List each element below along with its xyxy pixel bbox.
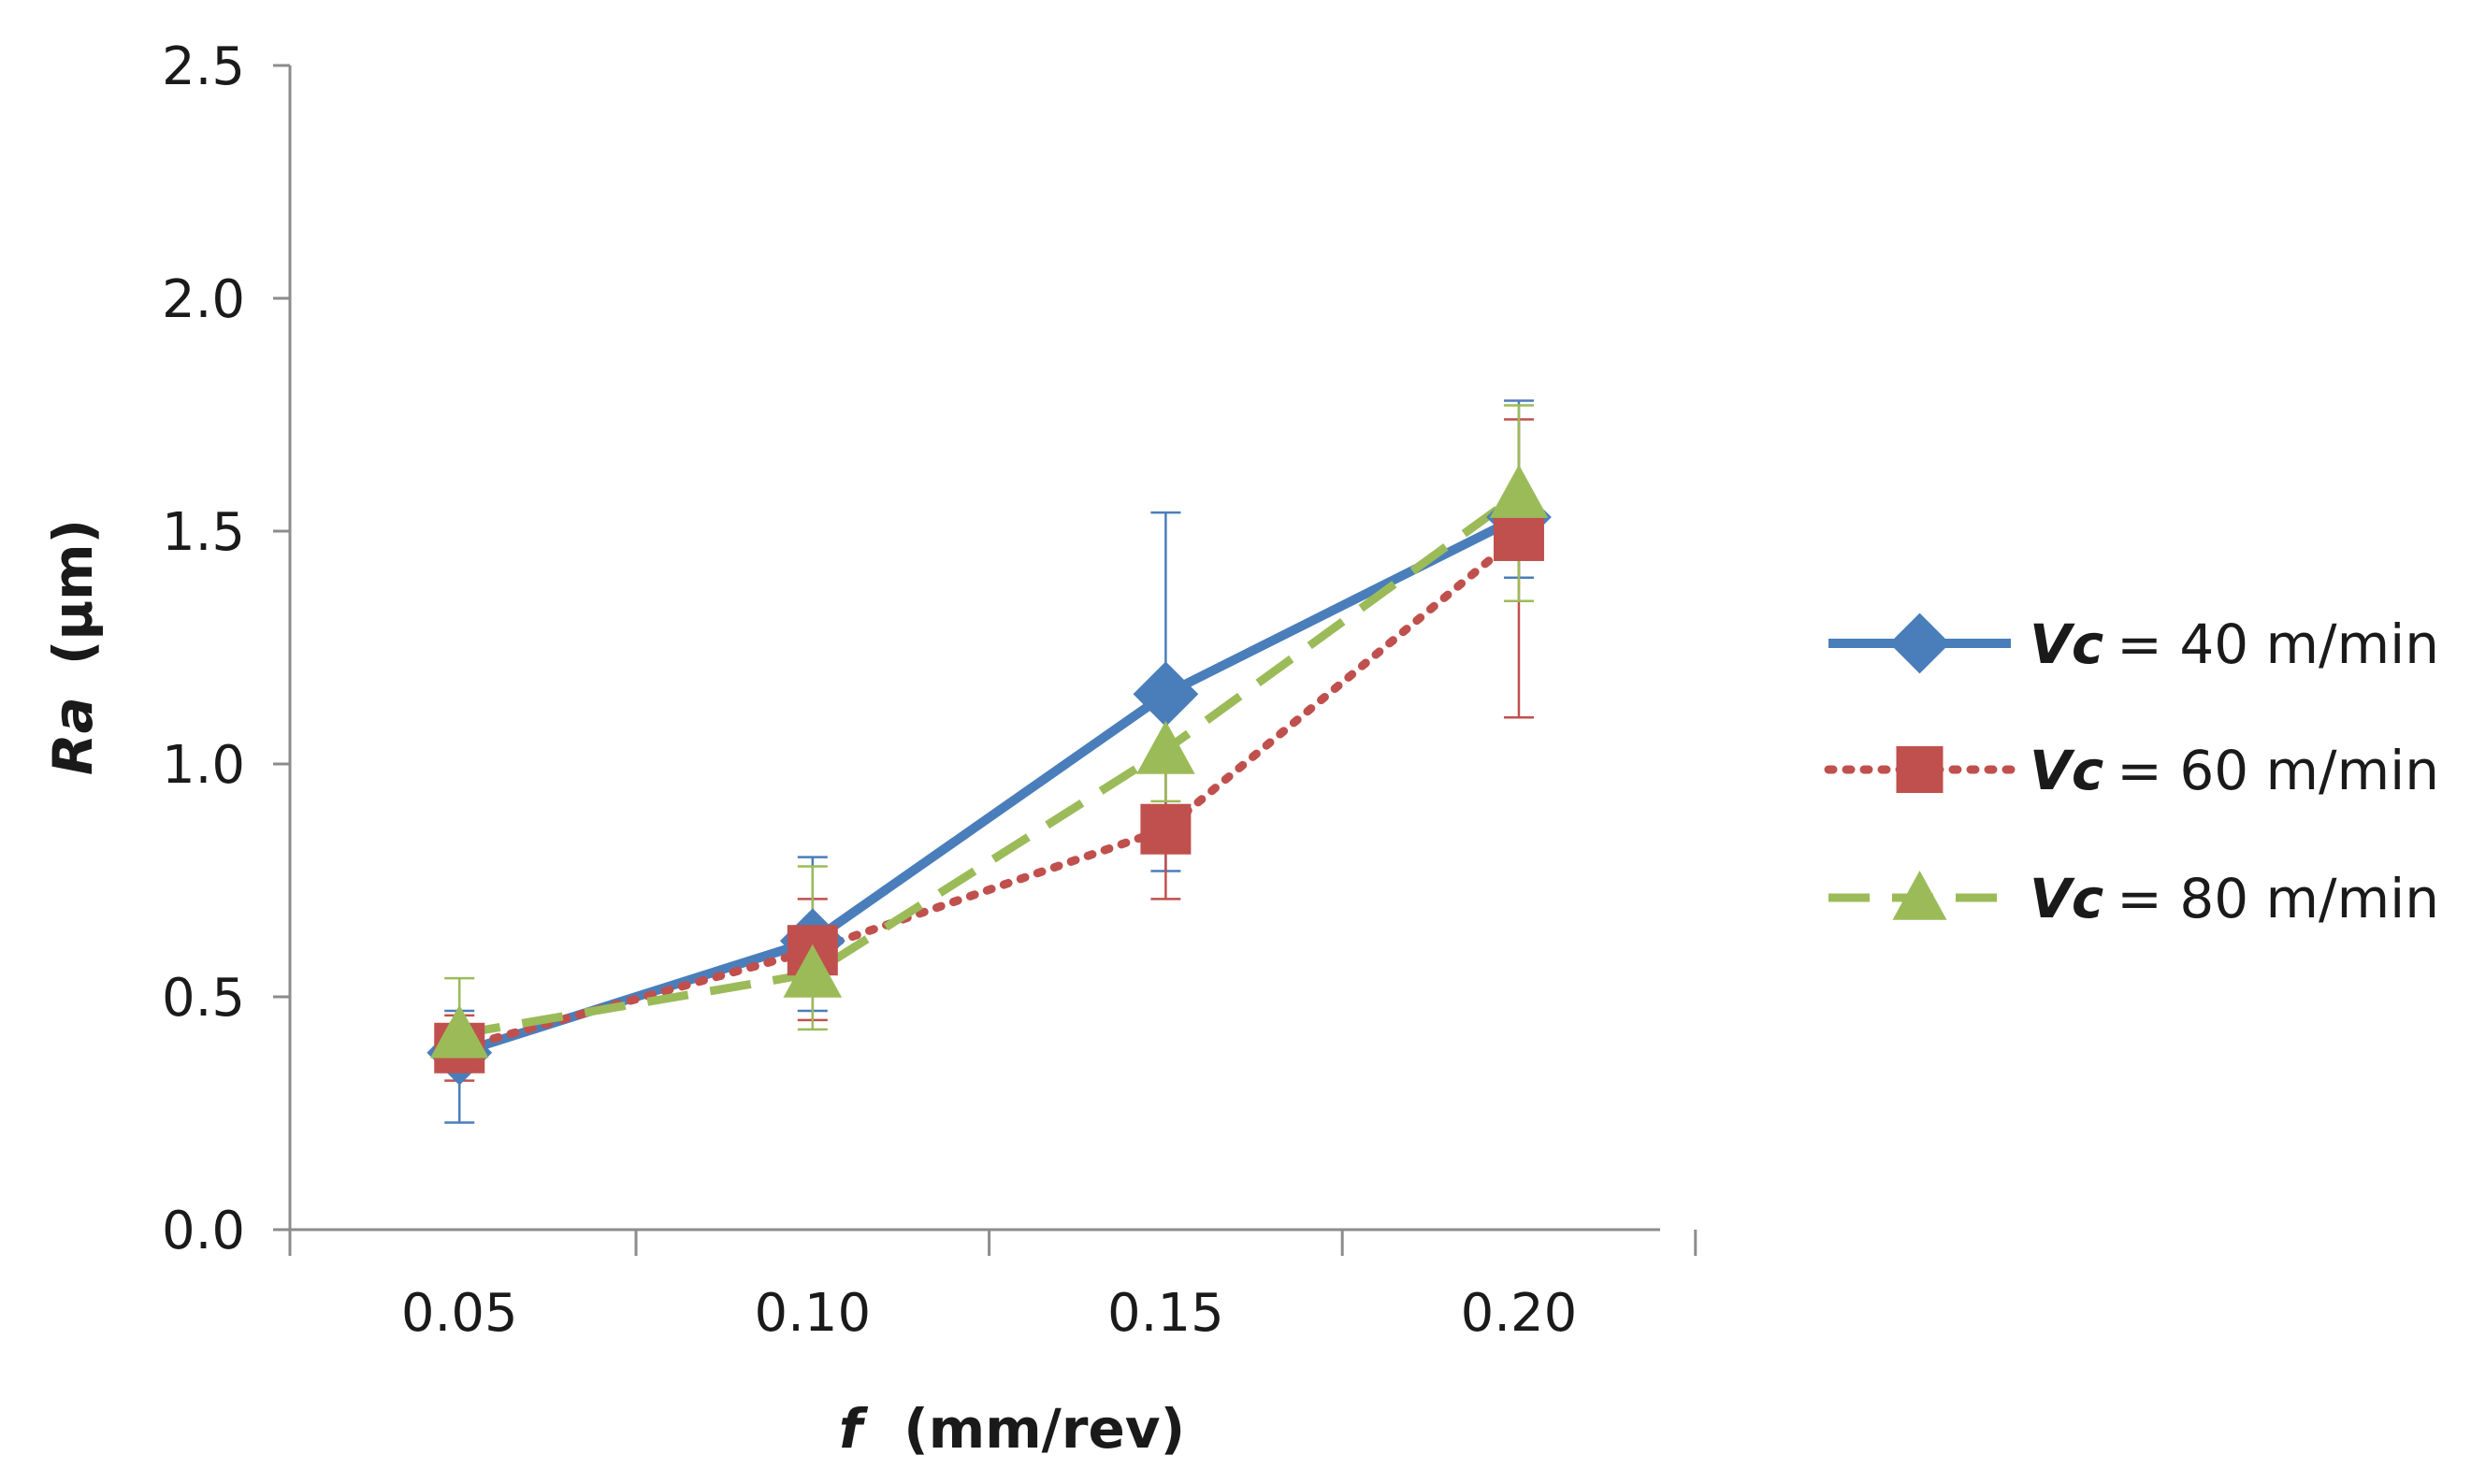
x-tick-label: 0.10: [754, 1283, 871, 1344]
legend-label: Vc = 60 m/min: [2030, 739, 2439, 802]
series-lines: [455, 490, 1524, 1058]
error-bars: [444, 399, 1534, 1124]
data-point-series-2: [1493, 510, 1544, 561]
y-ticks: 0.0 0.5 1.0 1.5 2.0 2.5: [162, 36, 290, 1261]
legend-marker: [1892, 871, 1947, 920]
series-line-3: [458, 490, 1522, 1039]
x-axis-symbol: f: [839, 1397, 869, 1461]
legend-label-symbol: Vc: [2030, 739, 2103, 802]
x-axis-unit: (mm/rev): [903, 1397, 1185, 1461]
data-point-series-3: [1489, 464, 1549, 518]
legend-label-symbol: Vc: [2030, 612, 2103, 676]
legend-label-value: = 80 m/min: [2117, 867, 2439, 930]
y-tick-label: 2.5: [162, 36, 245, 97]
legend-label-value: = 40 m/min: [2117, 612, 2439, 676]
axes: 0.0 0.5 1.0 1.5 2.0 2.5 0.05 0.10 0.15 0.20: [162, 36, 1698, 1344]
legend-label: Vc = 80 m/min: [2030, 867, 2439, 930]
y-axis-unit: (µm): [41, 519, 105, 665]
x-tick-label: 0.05: [401, 1283, 518, 1344]
data-point-series-3: [1136, 720, 1195, 774]
data-point-series-2: [1140, 803, 1192, 855]
legend-label-value: = 60 m/min: [2117, 739, 2439, 802]
data-point-series-3: [429, 1004, 489, 1059]
data-point-series-1: [1133, 661, 1199, 728]
legend-marker: [1889, 612, 1950, 674]
x-tick-label: 0.20: [1461, 1283, 1578, 1344]
y-axis-title: Ra (µm): [41, 519, 105, 775]
y-tick-label: 1.0: [162, 735, 245, 796]
legend-marker: [1896, 746, 1944, 793]
y-tick-label: 0.0: [162, 1201, 245, 1261]
y-axis-symbol: Ra: [41, 697, 105, 775]
x-axis-title: f (mm/rev): [839, 1397, 1185, 1461]
legend-entry-3: Vc = 80 m/min: [1828, 867, 2439, 930]
data-point-series-3: [783, 944, 843, 998]
legend-label-symbol: Vc: [2030, 867, 2103, 930]
series-line-2: [455, 531, 1524, 1053]
legend-label: Vc = 40 m/min: [2030, 612, 2439, 676]
legend-entry-1: Vc = 40 m/min: [1828, 612, 2439, 676]
y-tick-label: 2.0: [162, 269, 245, 330]
series-line-1: [457, 512, 1522, 1058]
x-ticks: 0.05 0.10 0.15 0.20: [288, 1230, 1698, 1344]
series-markers: [426, 464, 1552, 1086]
legend-entry-2: Vc = 60 m/min: [1824, 739, 2439, 802]
x-tick-label: 0.15: [1107, 1283, 1224, 1344]
y-tick-label: 0.5: [162, 968, 245, 1029]
y-tick-label: 1.5: [162, 502, 245, 563]
